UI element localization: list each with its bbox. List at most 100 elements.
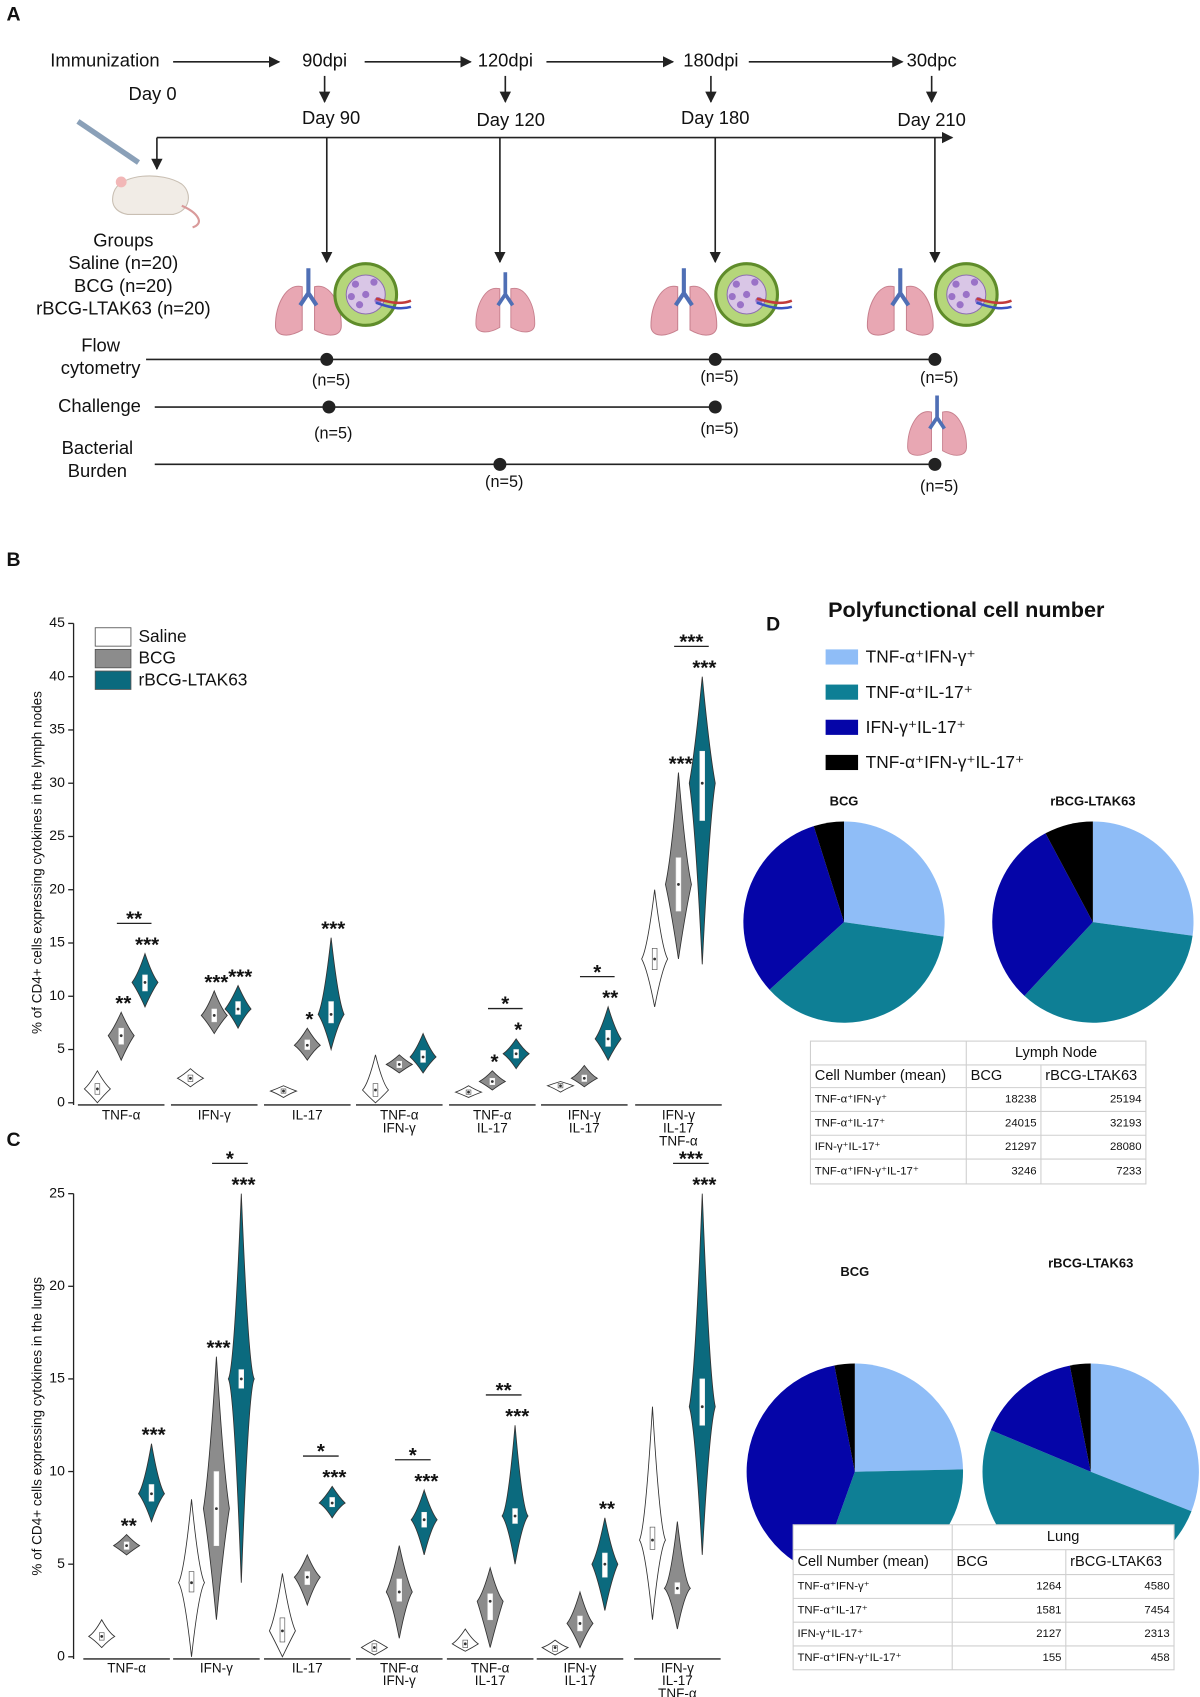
day-label: Day 180 <box>681 107 749 128</box>
y-tick-label: 0 <box>57 1648 65 1664</box>
day-label: Day 0 <box>129 83 177 104</box>
legend-swatch <box>94 627 132 647</box>
median <box>305 1575 309 1579</box>
node-cell <box>743 290 751 299</box>
lung-lobe <box>689 285 718 336</box>
table-cell: 32193 <box>1110 1117 1142 1129</box>
x-tick-label: IFN-γ <box>568 1107 601 1122</box>
legend-label: IFN-γ⁺IL-17⁺ <box>866 717 966 737</box>
n-label: (n=5) <box>920 477 958 495</box>
lung-lobe <box>866 285 895 336</box>
stage-label: Immunization <box>50 50 159 71</box>
table-row-label: IFN-γ⁺IL-17⁺ <box>815 1141 881 1153</box>
y-tick-label: 20 <box>49 1277 65 1293</box>
median <box>559 1084 562 1088</box>
median <box>215 1507 218 1511</box>
lung-lobe <box>650 285 679 336</box>
median <box>553 1646 557 1649</box>
row-label: Challenge <box>58 395 141 416</box>
group-label: Groups <box>93 229 153 250</box>
median <box>239 1377 243 1381</box>
day-label: Day 90 <box>302 107 360 128</box>
x-tick-label: IFN-γ <box>563 1660 596 1675</box>
x-tick-label: TNF-α <box>107 1660 146 1675</box>
lung-icon <box>274 268 342 336</box>
iqr-box <box>396 1578 402 1602</box>
node-cell <box>751 278 759 286</box>
lymph-node-icon <box>933 262 1012 327</box>
node-cell <box>732 280 740 288</box>
table-cell: 155 <box>1043 1652 1062 1664</box>
median <box>603 1562 607 1566</box>
legend-label: TNF-α⁺IFN-γ⁺IL-17⁺ <box>866 752 1024 772</box>
trachea <box>890 268 911 307</box>
significance: ** <box>602 987 618 1010</box>
x-tick-label: TNF-α <box>658 1686 697 1697</box>
x-tick-label: IFN-γ <box>661 1660 694 1675</box>
y-tick-label: 20 <box>49 880 65 896</box>
median <box>700 781 704 785</box>
significance: *** <box>692 657 716 680</box>
table-title: Lung <box>1047 1529 1079 1545</box>
legend-swatch <box>825 719 859 735</box>
trachea <box>928 395 946 430</box>
row-point <box>928 457 942 471</box>
violin <box>501 1425 529 1565</box>
stage-label: 30dpc <box>907 50 957 71</box>
table-cell: 25194 <box>1110 1094 1142 1106</box>
table-header: rBCG-LTAK63 <box>1045 1068 1137 1084</box>
table-cell: 3246 <box>1011 1165 1036 1177</box>
x-tick-label: IL-17 <box>663 1120 694 1135</box>
n-label: (n=5) <box>314 424 352 442</box>
violin <box>361 1054 390 1104</box>
x-tick-label: TNF-α <box>380 1107 419 1122</box>
pie-title: rBCG-LTAK63 <box>1050 793 1135 808</box>
significance: *** <box>204 971 228 994</box>
node-cell <box>970 278 979 286</box>
x-tick-label: TNF-α <box>471 1660 510 1675</box>
table-row-label: TNF-α⁺IL-17⁺ <box>797 1604 867 1616</box>
median <box>374 1088 377 1092</box>
median <box>189 1076 192 1080</box>
median <box>282 1089 285 1093</box>
lung-lobe <box>942 411 967 456</box>
pie-slice <box>746 1365 855 1574</box>
pie-slice <box>1069 1363 1091 1472</box>
table-row-label: TNF-α⁺IFN-γ⁺IL-17⁺ <box>797 1652 901 1664</box>
legend-swatch <box>825 754 859 771</box>
table-cell: 2127 <box>1036 1628 1061 1640</box>
median <box>467 1090 470 1094</box>
row-label: cytometry <box>61 357 141 378</box>
x-tick-label: TNF-α <box>659 1133 698 1148</box>
pie-slice <box>813 821 845 923</box>
pie-slice <box>1045 821 1093 923</box>
median <box>578 1622 582 1625</box>
n-label: (n=5) <box>312 371 350 389</box>
significance: ** <box>599 1498 615 1521</box>
legend-swatch <box>825 684 859 700</box>
comparison-significance: * <box>593 961 601 984</box>
table-cell: 7233 <box>1116 1165 1141 1177</box>
pie-slice <box>1092 821 1194 936</box>
y-tick-label: 10 <box>49 987 65 1003</box>
significance: *** <box>414 1470 438 1493</box>
significance: *** <box>135 933 159 956</box>
row-point <box>493 457 507 471</box>
x-tick-label: TNF-α <box>102 1107 141 1122</box>
table-row-label: TNF-α⁺IFN-γ⁺ <box>797 1580 869 1592</box>
comparison-significance: * <box>409 1444 417 1467</box>
table-cell: 458 <box>1151 1652 1170 1664</box>
median <box>421 1055 425 1059</box>
pie-title: BCG <box>840 1264 869 1279</box>
stage-label: 180dpi <box>683 50 738 71</box>
median <box>653 957 657 961</box>
node-vessel <box>756 297 793 305</box>
significance: *** <box>231 1174 255 1197</box>
significance: *** <box>692 1174 716 1197</box>
legend-label: Saline <box>139 626 187 646</box>
row-label: Flow <box>81 334 121 355</box>
pie-slice <box>854 1363 964 1472</box>
table-cell: 4580 <box>1144 1580 1169 1592</box>
node-cell <box>347 292 355 301</box>
table-frame <box>809 1040 1147 1185</box>
